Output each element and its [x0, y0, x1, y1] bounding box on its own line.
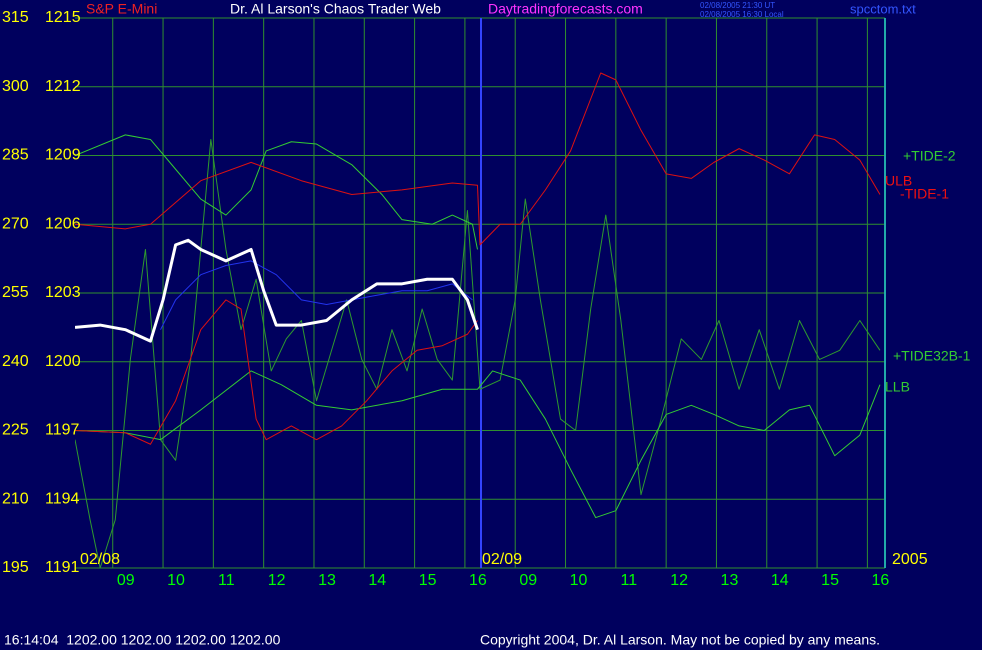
- line-label: ULB: [885, 173, 912, 189]
- series-line: [160, 260, 473, 330]
- y-tick-label: 1197: [45, 422, 80, 439]
- x-tick-label: 09: [117, 572, 135, 589]
- series-line: [75, 370, 881, 519]
- y-tick-label: 1203: [45, 284, 81, 301]
- x-tick-label: 14: [368, 572, 386, 589]
- series-line: [75, 72, 881, 246]
- x-tick-label: 10: [167, 572, 185, 589]
- y2-tick-label: 300: [2, 78, 29, 95]
- timestamp: 02/08/2005 21:30 UT: [700, 1, 775, 10]
- series-line: [75, 238, 479, 343]
- x-tick-label: 11: [218, 572, 235, 589]
- date-label: 02/08: [80, 551, 120, 568]
- status: 16:14:04 1202.00 1202.00 1202.00 1202.00: [4, 632, 281, 648]
- series-line: [75, 134, 478, 250]
- date-label: 2005: [892, 551, 928, 568]
- site: Daytradingforecasts.com: [488, 1, 643, 17]
- y-tick-label: 1206: [45, 215, 81, 232]
- y2-tick-label: 255: [2, 284, 29, 301]
- line-label: +TIDE-2: [903, 148, 956, 164]
- y-tick-label: 1212: [45, 78, 81, 95]
- y2-tick-label: 285: [2, 147, 29, 164]
- x-tick-label: 16: [469, 572, 487, 589]
- y2-tick-label: 315: [2, 9, 29, 26]
- y2-tick-label: 270: [2, 215, 29, 232]
- x-tick-label: 15: [821, 572, 839, 589]
- x-tick-label: 09: [519, 572, 537, 589]
- x-tick-label: 13: [721, 572, 739, 589]
- x-tick-label: 15: [419, 572, 437, 589]
- x-tick-label: 14: [771, 572, 789, 589]
- chart-title: Dr. Al Larson's Chaos Trader Web: [230, 1, 441, 17]
- y-tick-label: 1194: [45, 490, 80, 507]
- y-tick-label: 1209: [45, 147, 81, 164]
- file-name: spcctom.txt: [850, 1, 916, 16]
- series-line: [75, 299, 478, 445]
- x-tick-label: 13: [318, 572, 336, 589]
- line-label: LLB: [885, 379, 910, 395]
- y-tick-label: 1191: [45, 559, 80, 576]
- x-tick-label: 16: [871, 572, 889, 589]
- y2-tick-label: 240: [2, 353, 29, 370]
- series-line: [75, 138, 881, 568]
- x-tick-label: 12: [268, 572, 286, 589]
- line-label: -TIDE-1: [900, 186, 949, 202]
- x-tick-label: 10: [570, 572, 588, 589]
- y2-tick-label: 195: [2, 559, 29, 576]
- y-tick-label: 1215: [45, 9, 81, 26]
- x-tick-label: 12: [670, 572, 688, 589]
- series-title: S&P E-Mini: [86, 1, 157, 17]
- date-label: 02/09: [482, 551, 522, 568]
- y-tick-label: 1200: [45, 353, 81, 370]
- y2-tick-label: 225: [2, 422, 29, 439]
- timestamp: 02/08/2005 16:30 Local: [700, 10, 784, 19]
- copyright: Copyright 2004, Dr. Al Larson. May not b…: [480, 632, 880, 648]
- y2-tick-label: 210: [2, 490, 29, 507]
- line-label: +TIDE32B-1: [893, 348, 971, 364]
- x-tick-label: 11: [621, 572, 638, 589]
- lines: [75, 72, 881, 568]
